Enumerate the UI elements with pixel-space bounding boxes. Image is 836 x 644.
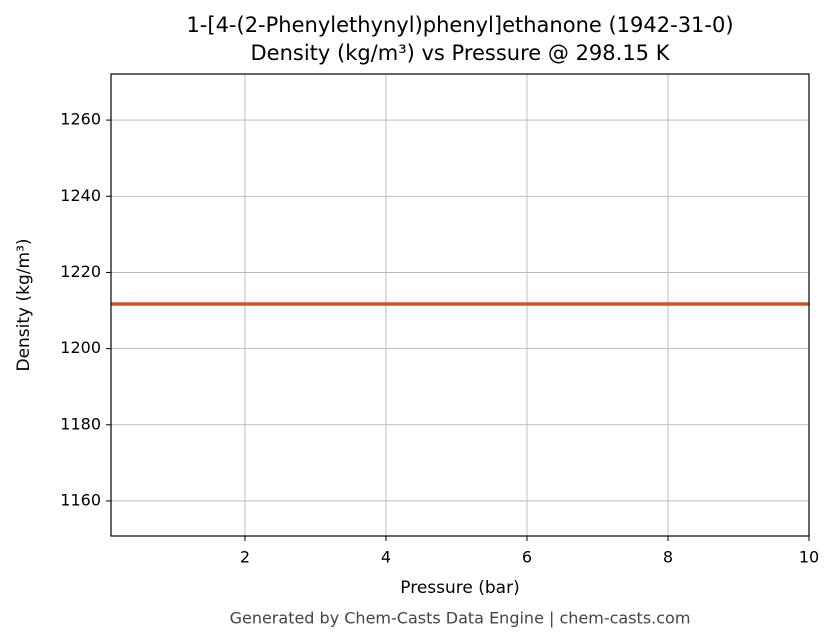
y-tick-label: 1240 [60,186,101,205]
plot-frame [110,73,810,537]
y-tick-label: 1220 [60,262,101,281]
x-tick-label: 6 [522,548,532,567]
y-tick-label: 1160 [60,490,101,509]
y-tick-label: 1180 [60,414,101,433]
x-tick-label: 8 [663,548,673,567]
chart-subtitle: Density (kg/m³) vs Pressure @ 298.15 K [250,41,670,65]
x-tick-label: 4 [381,548,391,567]
x-axis-label: Pressure (bar) [400,578,519,598]
x-tick-label: 2 [240,548,250,567]
footer: Generated by Chem-Casts Data Engine | ch… [230,609,691,628]
y-tick-label: 1260 [60,110,101,129]
x-tick-label: 10 [799,548,819,567]
y-tick-label: 1200 [60,338,101,357]
chart-title: 1-[4-(2-Phenylethynyl)phenyl]ethanone (1… [186,13,733,37]
y-axis-label: Density (kg/m³) [14,238,34,371]
